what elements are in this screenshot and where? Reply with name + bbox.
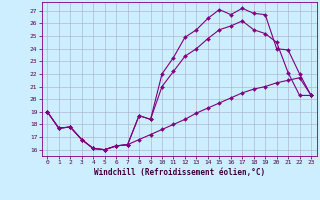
X-axis label: Windchill (Refroidissement éolien,°C): Windchill (Refroidissement éolien,°C)	[94, 168, 265, 177]
